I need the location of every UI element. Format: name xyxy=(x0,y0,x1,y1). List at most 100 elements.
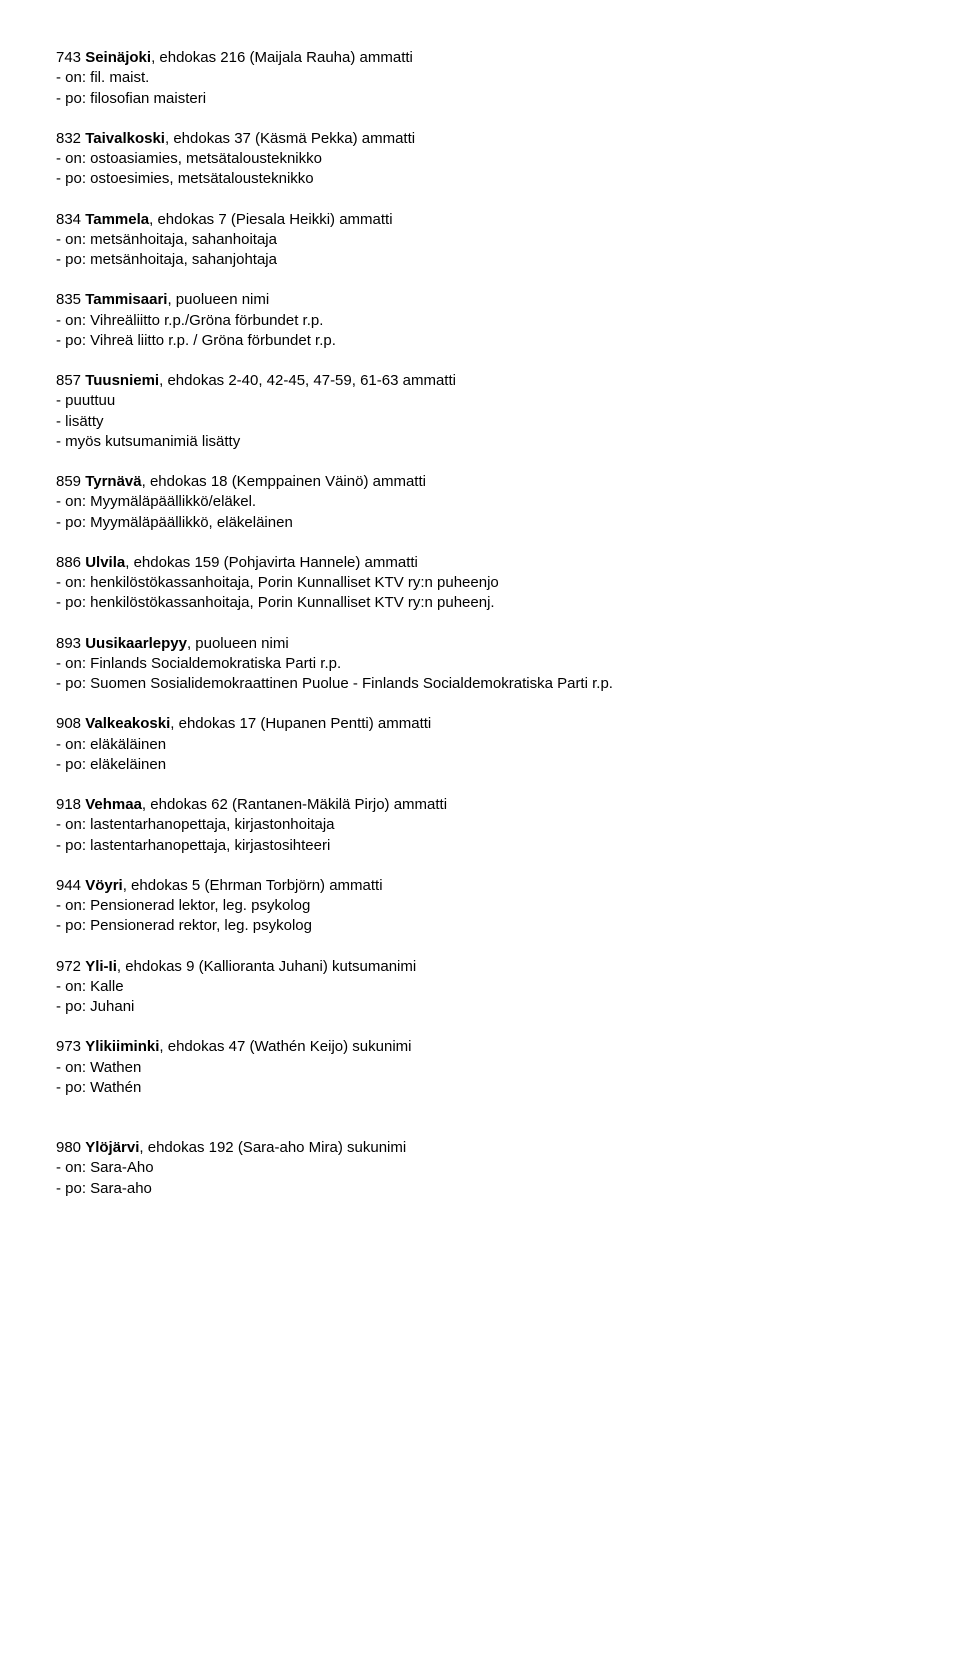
entry-heading: 918 Vehmaa, ehdokas 62 (Rantanen-Mäkilä … xyxy=(56,795,904,815)
entry-rest: , ehdokas 192 (Sara-aho Mira) sukunimi xyxy=(139,1139,406,1156)
entry-rest: , ehdokas 2-40, 42-45, 47-59, 61-63 amma… xyxy=(159,372,456,389)
entry-place: Yli-Ii xyxy=(85,958,117,975)
entry: 944 Vöyri, ehdokas 5 (Ehrman Torbjörn) a… xyxy=(56,876,904,937)
entry-place: Vöyri xyxy=(85,877,123,894)
entry-number: 857 xyxy=(56,372,85,389)
entry-number: 859 xyxy=(56,473,85,490)
entry-heading: 859 Tyrnävä, ehdokas 18 (Kemppainen Väin… xyxy=(56,472,904,492)
entry-line: - on: eläkäläinen xyxy=(56,735,904,755)
entry-number: 980 xyxy=(56,1139,85,1156)
entry-line: - po: filosofian maisteri xyxy=(56,89,904,109)
entry-heading: 834 Tammela, ehdokas 7 (Piesala Heikki) … xyxy=(56,210,904,230)
entry: 886 Ulvila, ehdokas 159 (Pohjavirta Hann… xyxy=(56,553,904,614)
entry-heading: 972 Yli-Ii, ehdokas 9 (Kallioranta Juhan… xyxy=(56,957,904,977)
entry-rest: , ehdokas 17 (Hupanen Pentti) ammatti xyxy=(170,715,431,732)
entry-number: 918 xyxy=(56,796,85,813)
entry-line: - po: metsänhoitaja, sahanjohtaja xyxy=(56,250,904,270)
entry-place: Valkeakoski xyxy=(85,715,170,732)
entry-line: - po: Vihreä liitto r.p. / Gröna förbund… xyxy=(56,331,904,351)
entry-rest: , puolueen nimi xyxy=(167,291,269,308)
entry-place: Tuusniemi xyxy=(85,372,159,389)
entry-number: 832 xyxy=(56,130,85,147)
entry-place: Taivalkoski xyxy=(85,130,165,147)
entry-line: - lisätty xyxy=(56,412,904,432)
entry-line: - on: metsänhoitaja, sahanhoitaja xyxy=(56,230,904,250)
entry-rest: , ehdokas 9 (Kallioranta Juhani) kutsuma… xyxy=(117,958,416,975)
entry-number: 743 xyxy=(56,49,85,66)
entry: 743 Seinäjoki, ehdokas 216 (Maijala Rauh… xyxy=(56,48,904,109)
entry-line: - on: Myymäläpäällikkö/eläkel. xyxy=(56,492,904,512)
entry: 918 Vehmaa, ehdokas 62 (Rantanen-Mäkilä … xyxy=(56,795,904,856)
entry-number: 835 xyxy=(56,291,85,308)
entry-line: - myös kutsumanimiä lisätty xyxy=(56,432,904,452)
document-body: 743 Seinäjoki, ehdokas 216 (Maijala Rauh… xyxy=(56,48,904,1199)
entry-line: - po: ostoesimies, metsätalousteknikko xyxy=(56,169,904,189)
entry: 972 Yli-Ii, ehdokas 9 (Kallioranta Juhan… xyxy=(56,957,904,1018)
entry-line: - on: henkilöstökassanhoitaja, Porin Kun… xyxy=(56,573,904,593)
entry-place: Ylöjärvi xyxy=(85,1139,139,1156)
entry: 832 Taivalkoski, ehdokas 37 (Käsmä Pekka… xyxy=(56,129,904,190)
entry-line: - on: Vihreäliitto r.p./Gröna förbundet … xyxy=(56,311,904,331)
entry-line: - on: lastentarhanopettaja, kirjastonhoi… xyxy=(56,815,904,835)
entry-line: - po: henkilöstökassanhoitaja, Porin Kun… xyxy=(56,593,904,613)
entry-place: Tyrnävä xyxy=(85,473,141,490)
entry-number: 972 xyxy=(56,958,85,975)
entry-rest: , puolueen nimi xyxy=(187,635,289,652)
entry-line: - on: Finlands Socialdemokratiska Parti … xyxy=(56,654,904,674)
entry-heading: 832 Taivalkoski, ehdokas 37 (Käsmä Pekka… xyxy=(56,129,904,149)
entry-line: - po: Suomen Sosialidemokraattinen Puolu… xyxy=(56,674,904,694)
entry-rest: , ehdokas 7 (Piesala Heikki) ammatti xyxy=(149,211,392,228)
entry-place: Ylikiiminki xyxy=(85,1038,159,1055)
entry-line: - po: Wathén xyxy=(56,1078,904,1098)
entry-place: Seinäjoki xyxy=(85,49,151,66)
entry-number: 944 xyxy=(56,877,85,894)
entry-line: - on: Sara-Aho xyxy=(56,1158,904,1178)
entry-rest: , ehdokas 159 (Pohjavirta Hannele) ammat… xyxy=(125,554,418,571)
entry-line: - on: ostoasiamies, metsätalousteknikko xyxy=(56,149,904,169)
entry: 857 Tuusniemi, ehdokas 2-40, 42-45, 47-5… xyxy=(56,371,904,452)
entry-number: 893 xyxy=(56,635,85,652)
entry-line: - on: fil. maist. xyxy=(56,68,904,88)
entry-heading: 743 Seinäjoki, ehdokas 216 (Maijala Rauh… xyxy=(56,48,904,68)
entry-heading: 857 Tuusniemi, ehdokas 2-40, 42-45, 47-5… xyxy=(56,371,904,391)
entry-line: - po: Juhani xyxy=(56,997,904,1017)
entry-heading: 944 Vöyri, ehdokas 5 (Ehrman Torbjörn) a… xyxy=(56,876,904,896)
entry: 859 Tyrnävä, ehdokas 18 (Kemppainen Väin… xyxy=(56,472,904,533)
entry-place: Vehmaa xyxy=(85,796,142,813)
entry: 834 Tammela, ehdokas 7 (Piesala Heikki) … xyxy=(56,210,904,271)
entry-heading: 908 Valkeakoski, ehdokas 17 (Hupanen Pen… xyxy=(56,714,904,734)
entry-number: 973 xyxy=(56,1038,85,1055)
entry-place: Ulvila xyxy=(85,554,125,571)
entry-heading: 835 Tammisaari, puolueen nimi xyxy=(56,290,904,310)
entry-place: Tammisaari xyxy=(85,291,167,308)
entry-line: - puuttuu xyxy=(56,391,904,411)
entry: 893 Uusikaarlepyy, puolueen nimi- on: Fi… xyxy=(56,634,904,695)
entry-rest: , ehdokas 62 (Rantanen-Mäkilä Pirjo) amm… xyxy=(142,796,447,813)
entry-rest: , ehdokas 37 (Käsmä Pekka) ammatti xyxy=(165,130,415,147)
entry-number: 908 xyxy=(56,715,85,732)
entry-line: - po: lastentarhanopettaja, kirjastosiht… xyxy=(56,836,904,856)
entry-place: Uusikaarlepyy xyxy=(85,635,187,652)
entry-number: 834 xyxy=(56,211,85,228)
entry-line: - po: Myymäläpäällikkö, eläkeläinen xyxy=(56,513,904,533)
entry-rest: , ehdokas 18 (Kemppainen Väinö) ammatti xyxy=(142,473,426,490)
entry-place: Tammela xyxy=(85,211,149,228)
entry-line: - on: Wathen xyxy=(56,1058,904,1078)
entry-line: - on: Kalle xyxy=(56,977,904,997)
entry-rest: , ehdokas 47 (Wathén Keijo) sukunimi xyxy=(159,1038,411,1055)
entry-number: 886 xyxy=(56,554,85,571)
entry-rest: , ehdokas 5 (Ehrman Torbjörn) ammatti xyxy=(123,877,383,894)
entry-line: - po: Sara-aho xyxy=(56,1179,904,1199)
entry-heading: 980 Ylöjärvi, ehdokas 192 (Sara-aho Mira… xyxy=(56,1138,904,1158)
entry: 973 Ylikiiminki, ehdokas 47 (Wathén Keij… xyxy=(56,1037,904,1098)
entry: 980 Ylöjärvi, ehdokas 192 (Sara-aho Mira… xyxy=(56,1138,904,1199)
entry-heading: 893 Uusikaarlepyy, puolueen nimi xyxy=(56,634,904,654)
entry-heading: 886 Ulvila, ehdokas 159 (Pohjavirta Hann… xyxy=(56,553,904,573)
entry-line: - po: Pensionerad rektor, leg. psykolog xyxy=(56,916,904,936)
entry-line: - po: eläkeläinen xyxy=(56,755,904,775)
entry: 908 Valkeakoski, ehdokas 17 (Hupanen Pen… xyxy=(56,714,904,775)
entry-rest: , ehdokas 216 (Maijala Rauha) ammatti xyxy=(151,49,413,66)
entry-heading: 973 Ylikiiminki, ehdokas 47 (Wathén Keij… xyxy=(56,1037,904,1057)
entry-line: - on: Pensionerad lektor, leg. psykolog xyxy=(56,896,904,916)
entry: 835 Tammisaari, puolueen nimi- on: Vihre… xyxy=(56,290,904,351)
